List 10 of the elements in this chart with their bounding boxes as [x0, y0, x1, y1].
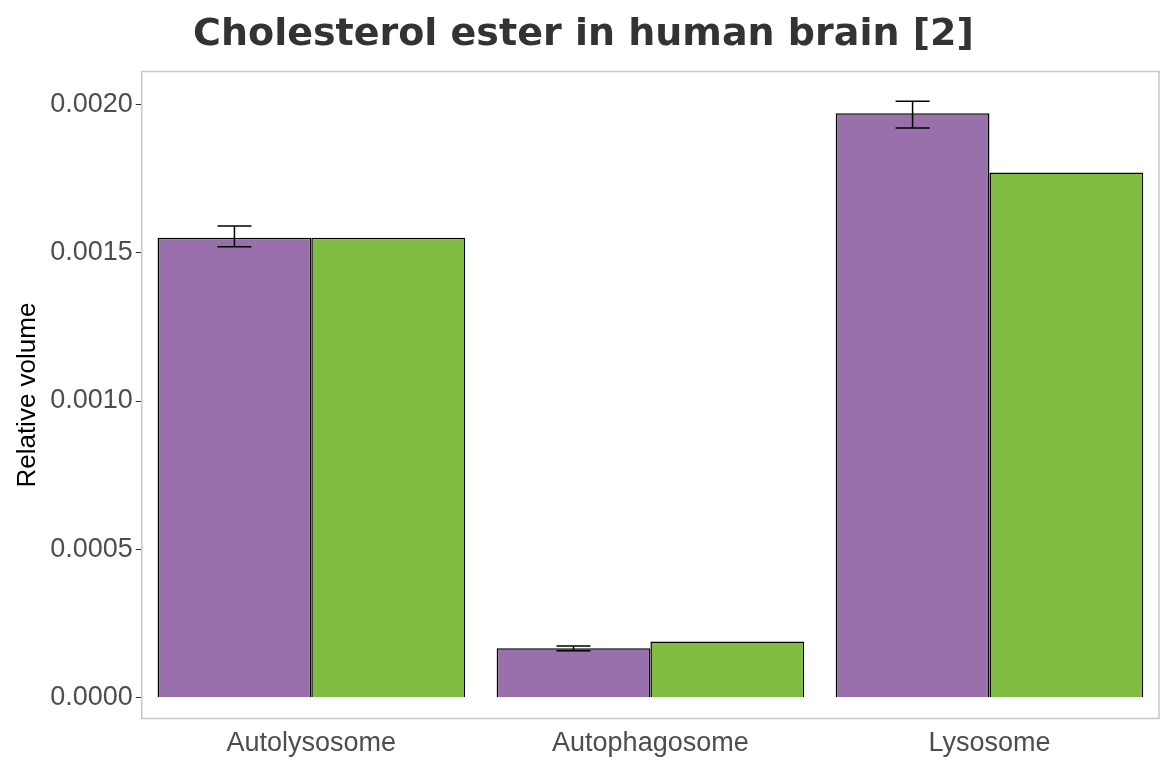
y-tick-label: 0.0005: [50, 532, 133, 563]
y-tick-label: 0.0020: [50, 87, 133, 118]
x-tick-label: Lysosome: [928, 727, 1051, 758]
y-tick-label: 0.0000: [50, 681, 133, 712]
x-tick-label: Autolysosome: [226, 727, 397, 758]
y-tick-label: 0.0010: [50, 384, 133, 415]
x-tick-label: Autophagosome: [552, 727, 749, 758]
y-tick-label: 0.0015: [50, 236, 133, 267]
chart-title: Cholesterol ester in human brain [2]: [193, 9, 974, 54]
y-axis-title: Relative volume: [10, 302, 41, 488]
